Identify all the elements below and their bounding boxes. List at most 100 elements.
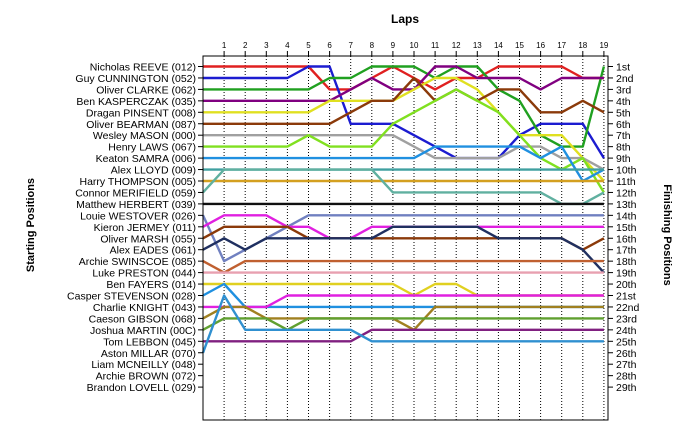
x-tick-label-15: 15 <box>515 41 524 50</box>
driver-line-25 <box>203 328 604 343</box>
driver-line-7 <box>203 133 605 171</box>
x-tick-label-10: 10 <box>410 41 419 50</box>
starting-position-label: Charlie KNIGHT (043) <box>93 302 196 314</box>
finishing-position-label: 18th <box>616 256 637 268</box>
starting-position-label: Keaton SAMRA (006) <box>96 153 196 165</box>
driver-line-9 <box>203 145 605 183</box>
x-tick-label-18: 18 <box>578 41 587 50</box>
starting-position-label: Kieron JERMEY (011) <box>94 222 196 234</box>
starting-position-label: Ben FAYERS (014) <box>106 279 196 291</box>
driver-line-17 <box>202 225 605 274</box>
starting-position-label: Wesley MASON (000) <box>93 130 196 142</box>
starting-position-label: Casper STEVENSON (028) <box>67 291 196 303</box>
finishing-position-label: 12th <box>616 187 637 199</box>
x-tick-label-1: 1 <box>222 41 227 50</box>
finishing-position-label: 24th <box>616 325 637 337</box>
starting-position-label: Archie BROWN (072) <box>96 371 196 383</box>
finishing-position-label: 19th <box>616 268 637 280</box>
starting-position-label: Joshua MARTIN (00C) <box>90 325 196 337</box>
starting-position-label: Caeson GIBSON (068) <box>89 313 196 325</box>
finishing-position-label: 2nd <box>616 73 634 85</box>
x-tick-label-9: 9 <box>391 41 396 50</box>
x-tick-label-13: 13 <box>473 41 482 50</box>
starting-position-label: Oliver CLARKE (062) <box>96 84 196 96</box>
y-axis-label-right: Finishing Positions <box>661 184 673 285</box>
x-tick-label-2: 2 <box>243 41 248 50</box>
finishing-position-label: 26th <box>616 348 637 360</box>
y-axis-label-left: Starting Positions <box>25 178 37 272</box>
starting-position-label: Ben KASPERCZAK (035) <box>76 96 196 108</box>
driver-line-26 <box>201 294 604 354</box>
x-tick-label-4: 4 <box>285 41 290 50</box>
starting-position-label: Dragan PINSENT (008) <box>86 107 196 119</box>
x-tick-label-5: 5 <box>306 41 311 50</box>
x-tick-label-19: 19 <box>599 41 608 50</box>
driver-line-24 <box>202 317 604 331</box>
finishing-position-label: 17th <box>616 245 637 257</box>
finishing-position-label: 23rd <box>616 313 637 325</box>
starting-position-label: Alex LLOYD (009) <box>111 165 196 177</box>
starting-position-label: Henry LAWS (067) <box>108 142 196 154</box>
x-tick-label-16: 16 <box>536 41 545 50</box>
x-tick-label-14: 14 <box>494 41 503 50</box>
driver-line-8 <box>203 88 605 194</box>
finishing-position-label: 14th <box>616 210 637 222</box>
driver-line-14 <box>201 214 604 263</box>
driver-line-23 <box>202 305 604 331</box>
finishing-position-label: 8th <box>616 142 631 154</box>
finishing-position-label: 16th <box>616 233 637 245</box>
starting-position-label: Tom LEBBON (045) <box>103 336 196 348</box>
driver-line-6 <box>203 76 605 126</box>
finishing-position-label: 4th <box>616 96 631 108</box>
x-tick-label-12: 12 <box>452 41 461 50</box>
finishing-position-label: 5th <box>616 107 631 119</box>
driver-line-2 <box>203 65 605 160</box>
x-tick-label-17: 17 <box>557 41 566 50</box>
starting-position-label: Oliver MARSH (055) <box>100 233 196 245</box>
driver-line-20 <box>203 282 604 297</box>
finishing-position-label: 15th <box>616 222 637 234</box>
driver-line-3 <box>203 65 606 148</box>
finishing-position-label: 22nd <box>616 302 640 314</box>
finishing-position-label: 9th <box>616 153 631 165</box>
finishing-position-label: 11th <box>616 176 636 188</box>
starting-position-label: Matthew HERBERT (039) <box>76 199 196 211</box>
x-tick-label-3: 3 <box>264 41 269 50</box>
driver-line-1 <box>203 65 604 91</box>
starting-position-label: Alex EADES (061) <box>110 245 196 257</box>
driver-line-5 <box>203 76 605 182</box>
finishing-position-label: 7th <box>616 130 631 142</box>
x-tick-label-7: 7 <box>348 41 353 50</box>
finishing-position-label: 25th <box>616 336 637 348</box>
starting-position-label: Louie WESTOVER (026) <box>80 210 196 222</box>
x-tick-label-8: 8 <box>370 41 375 50</box>
starting-position-label: Oliver BEARMAN (087) <box>86 119 196 131</box>
starting-position-label: Liam MCNEILLY (048) <box>91 359 196 371</box>
driver-line-22 <box>203 294 604 309</box>
finishing-position-label: 27th <box>616 359 637 371</box>
finishing-position-label: 1st <box>616 62 630 74</box>
finishing-position-label: 29th <box>616 382 637 394</box>
finishing-position-label: 13th <box>616 199 637 211</box>
finishing-position-label: 28th <box>616 371 637 383</box>
starting-position-label: Luke PRESTON (044) <box>92 268 196 280</box>
starting-position-label: Nicholas REEVE (012) <box>90 62 196 74</box>
starting-position-label: Archie SWINSCOE (085) <box>79 256 196 268</box>
finishing-position-label: 20th <box>616 279 637 291</box>
starting-position-label: Guy CUNNINGTON (052) <box>75 73 196 85</box>
x-tick-label-11: 11 <box>431 41 440 50</box>
x-tick-label-6: 6 <box>327 41 332 50</box>
starting-position-label: Brandon LOVELL (029) <box>87 382 196 394</box>
finishing-position-label: 6th <box>616 119 631 131</box>
starting-position-label: Aston MILLAR (070) <box>101 348 196 360</box>
plot-frame <box>202 55 609 421</box>
finishing-position-label: 10th <box>616 165 637 177</box>
starting-position-label: Connor MERIFIELD (059) <box>75 187 196 199</box>
driver-line-12 <box>202 168 605 206</box>
finishing-position-label: 21st <box>616 291 636 303</box>
driver-line-18 <box>202 259 604 274</box>
starting-position-label: Harry THOMPSON (005) <box>80 176 197 188</box>
chart-title: Laps <box>391 12 419 26</box>
